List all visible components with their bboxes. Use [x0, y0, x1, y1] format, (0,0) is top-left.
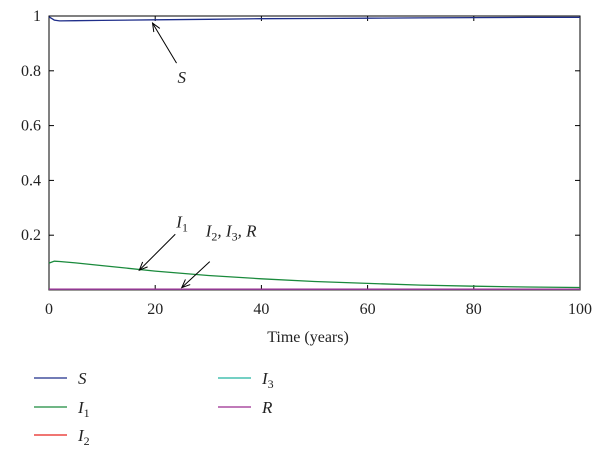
- annotation-i1-arrow: [138, 233, 176, 271]
- annotation-layer: S I1 I2, I3, R: [138, 22, 257, 289]
- legend-label: I2: [77, 426, 90, 448]
- series-line-i1: [48, 260, 581, 289]
- annotation-i1-arrow-head: [138, 261, 148, 272]
- annotation-s-arrow: [152, 22, 177, 64]
- y-tick-label: 0.8: [21, 63, 41, 80]
- annotation-s-label: S: [178, 68, 187, 87]
- x-tick-label: 20: [147, 301, 163, 318]
- x-tick-label: 100: [568, 301, 592, 318]
- plot-frame: [48, 15, 581, 291]
- plot-area: [48, 15, 581, 291]
- series-line-s: [48, 16, 580, 22]
- legend: S I1 I2 I3 R: [34, 369, 274, 448]
- annotation-i1-label: I1: [175, 212, 188, 234]
- x-axis-title: Time (years): [267, 329, 349, 346]
- annotation-i2i3r-label: I2, I3, R: [205, 222, 257, 244]
- y-tick-label: 0.4: [21, 172, 41, 189]
- series-layer: [48, 16, 581, 291]
- axis-ticks: 0 20 40 60 80 100 0.2 0.4 0.6 0.8 1: [21, 8, 592, 318]
- legend-label: I3: [261, 369, 274, 391]
- annotation-i2i3r-arrow-head: [180, 279, 191, 289]
- y-tick-label: 0.2: [21, 227, 41, 244]
- x-tick-label: 80: [466, 301, 482, 318]
- y-tick-label: 1: [33, 8, 41, 25]
- y-tick-label: 0.6: [21, 118, 41, 135]
- x-tick-label: 0: [45, 301, 53, 318]
- x-tick-label: 60: [360, 301, 376, 318]
- legend-label: I1: [77, 398, 90, 420]
- annotation-s-arrow-head: [151, 22, 161, 33]
- legend-label: S: [78, 369, 87, 388]
- x-tick-label: 40: [253, 301, 269, 318]
- annotation-i2i3r-arrow: [181, 261, 211, 288]
- legend-label: R: [261, 398, 273, 417]
